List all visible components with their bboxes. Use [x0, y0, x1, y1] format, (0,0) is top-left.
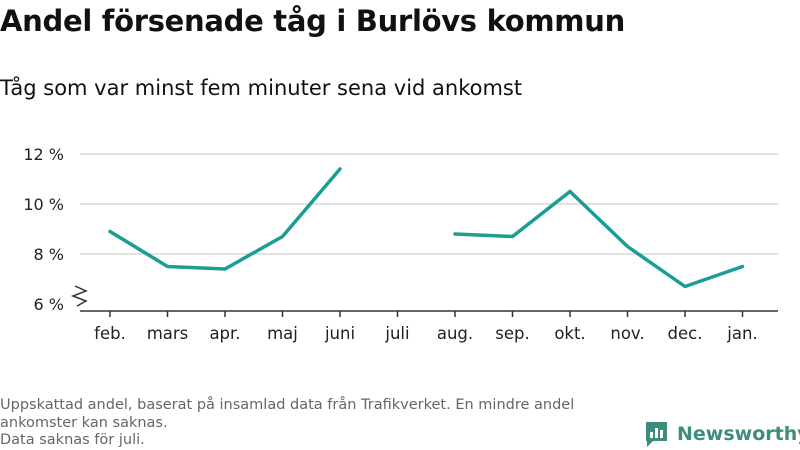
x-tick-label: juli — [384, 324, 409, 343]
series-line-segment — [108, 167, 342, 271]
x-tick-label: nov. — [610, 324, 644, 343]
x-tick-label: feb. — [94, 324, 126, 343]
axis-break-mark — [70, 285, 88, 307]
newsworthy-logo: Newsworthy — [644, 420, 800, 448]
x-tick-label: sep. — [495, 324, 529, 343]
x-axis: feb. mars apr. maj juni juli aug. sep. okt. nov. d… — [70, 285, 778, 343]
footnote-missing-data: Data saknas för juli. — [0, 432, 145, 448]
chart-subtitle: Tåg som var minst fem minuter sena vid a… — [0, 76, 523, 100]
footnote: Uppskattad andel, baserat på insamlad da… — [0, 397, 640, 450]
gridlines — [80, 153, 778, 255]
series-line-segment — [453, 189, 745, 289]
y-tick-label: 10 % — [23, 195, 64, 214]
x-tick-label: okt. — [554, 324, 585, 343]
series-lines — [108, 167, 745, 289]
newsworthy-logo-icon — [646, 422, 667, 447]
newsworthy-logo-text: Newsworthy — [677, 423, 800, 445]
chart-title: Andel försenade tåg i Burlövs kommun — [0, 4, 625, 38]
x-tick-label: maj — [267, 324, 298, 343]
x-tick-label: juni — [324, 324, 355, 343]
x-tick-label: aug. — [437, 324, 473, 343]
y-tick-label: 6 % — [34, 295, 64, 314]
x-tick-label: apr. — [209, 324, 240, 343]
line-chart: 6 % 8 % 10 % 12 % feb. mars apr. maj juni juli au… — [23, 145, 778, 343]
y-tick-label: 12 % — [23, 145, 64, 164]
y-tick-label: 8 % — [34, 245, 64, 264]
x-tick-label: mars — [147, 324, 189, 343]
x-tick-label: dec. — [668, 324, 703, 343]
footnote-source: Uppskattad andel, baserat på insamlad da… — [0, 397, 575, 431]
y-axis: 6 % 8 % 10 % 12 % — [23, 145, 64, 314]
x-tick-label: jan. — [726, 324, 757, 343]
